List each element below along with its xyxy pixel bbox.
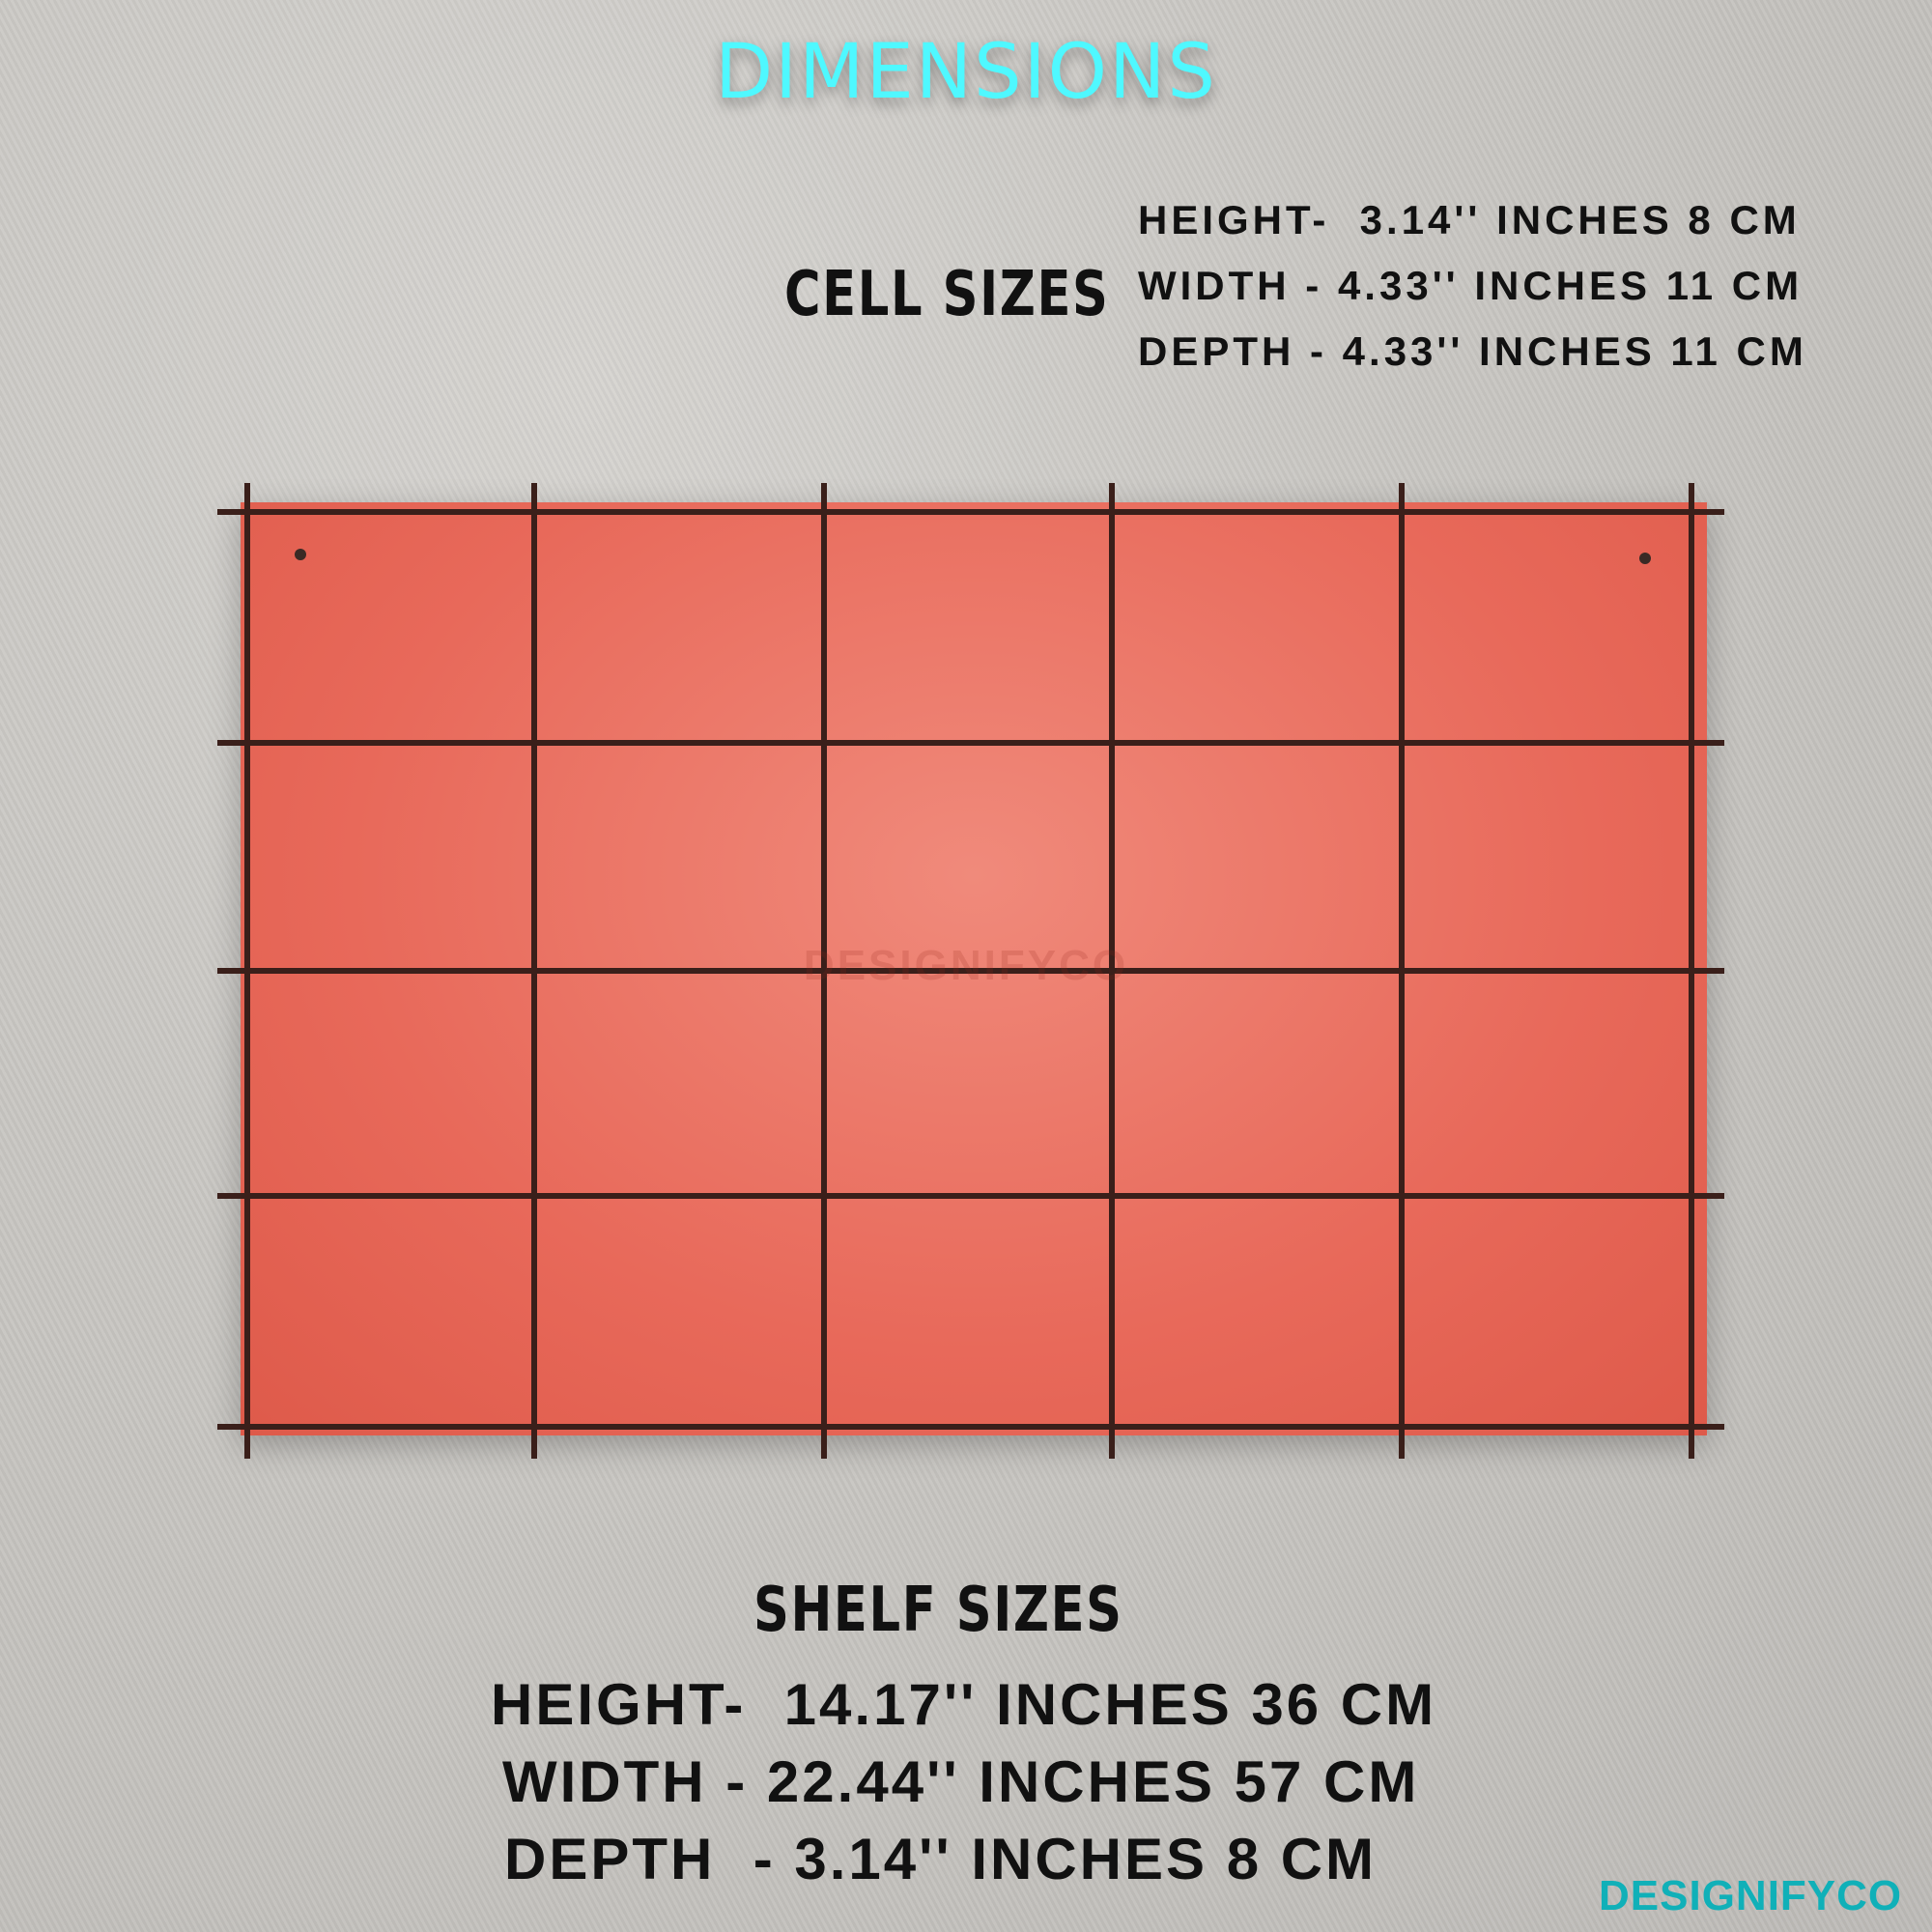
cell-height: HEIGHT- 3.14'' INCHES 8 CM [1138, 197, 1801, 242]
cell-depth: DEPTH - 4.33'' INCHES 11 CM [1138, 328, 1807, 374]
cell-sizes-list: HEIGHT- 3.14'' INCHES 8 CM WIDTH - 4.33'… [1138, 187, 1807, 384]
shelf-board [217, 509, 1724, 515]
mounting-hole-icon [295, 549, 306, 560]
cell-sizes-label: CELL SIZES [784, 259, 1110, 330]
shelf-height: HEIGHT- 14.17'' INCHES 36 CM [491, 1672, 1437, 1737]
shelf-divider [1689, 483, 1694, 1459]
shelf-sizes-list: HEIGHT- 14.17'' INCHES 36 CM WIDTH - 22.… [491, 1666, 1436, 1898]
watermark: DESIGNIFYCO [803, 942, 1129, 989]
shelf-image [217, 483, 1724, 1459]
cell-width: WIDTH - 4.33'' INCHES 11 CM [1138, 263, 1804, 308]
shelf-divider [1399, 483, 1405, 1459]
brand-logo: DESIGNIFYCO [1599, 1872, 1903, 1919]
shelf-board [217, 968, 1724, 974]
mounting-hole-icon [1639, 553, 1651, 564]
shelf-divider [244, 483, 250, 1459]
shelf-board [217, 1193, 1724, 1199]
shelf-board [217, 1424, 1724, 1430]
shelf-sizes-label: SHELF SIZES [753, 1575, 1123, 1646]
shelf-divider [821, 483, 827, 1459]
shelf-board [217, 740, 1724, 746]
shelf-depth: DEPTH - 3.14'' INCHES 8 CM [504, 1827, 1378, 1891]
page-title: DIMENSIONS [715, 29, 1217, 116]
shelf-width: WIDTH - 22.44'' INCHES 57 CM [502, 1749, 1420, 1814]
shelf-divider [531, 483, 537, 1459]
shelf-divider [1109, 483, 1115, 1459]
